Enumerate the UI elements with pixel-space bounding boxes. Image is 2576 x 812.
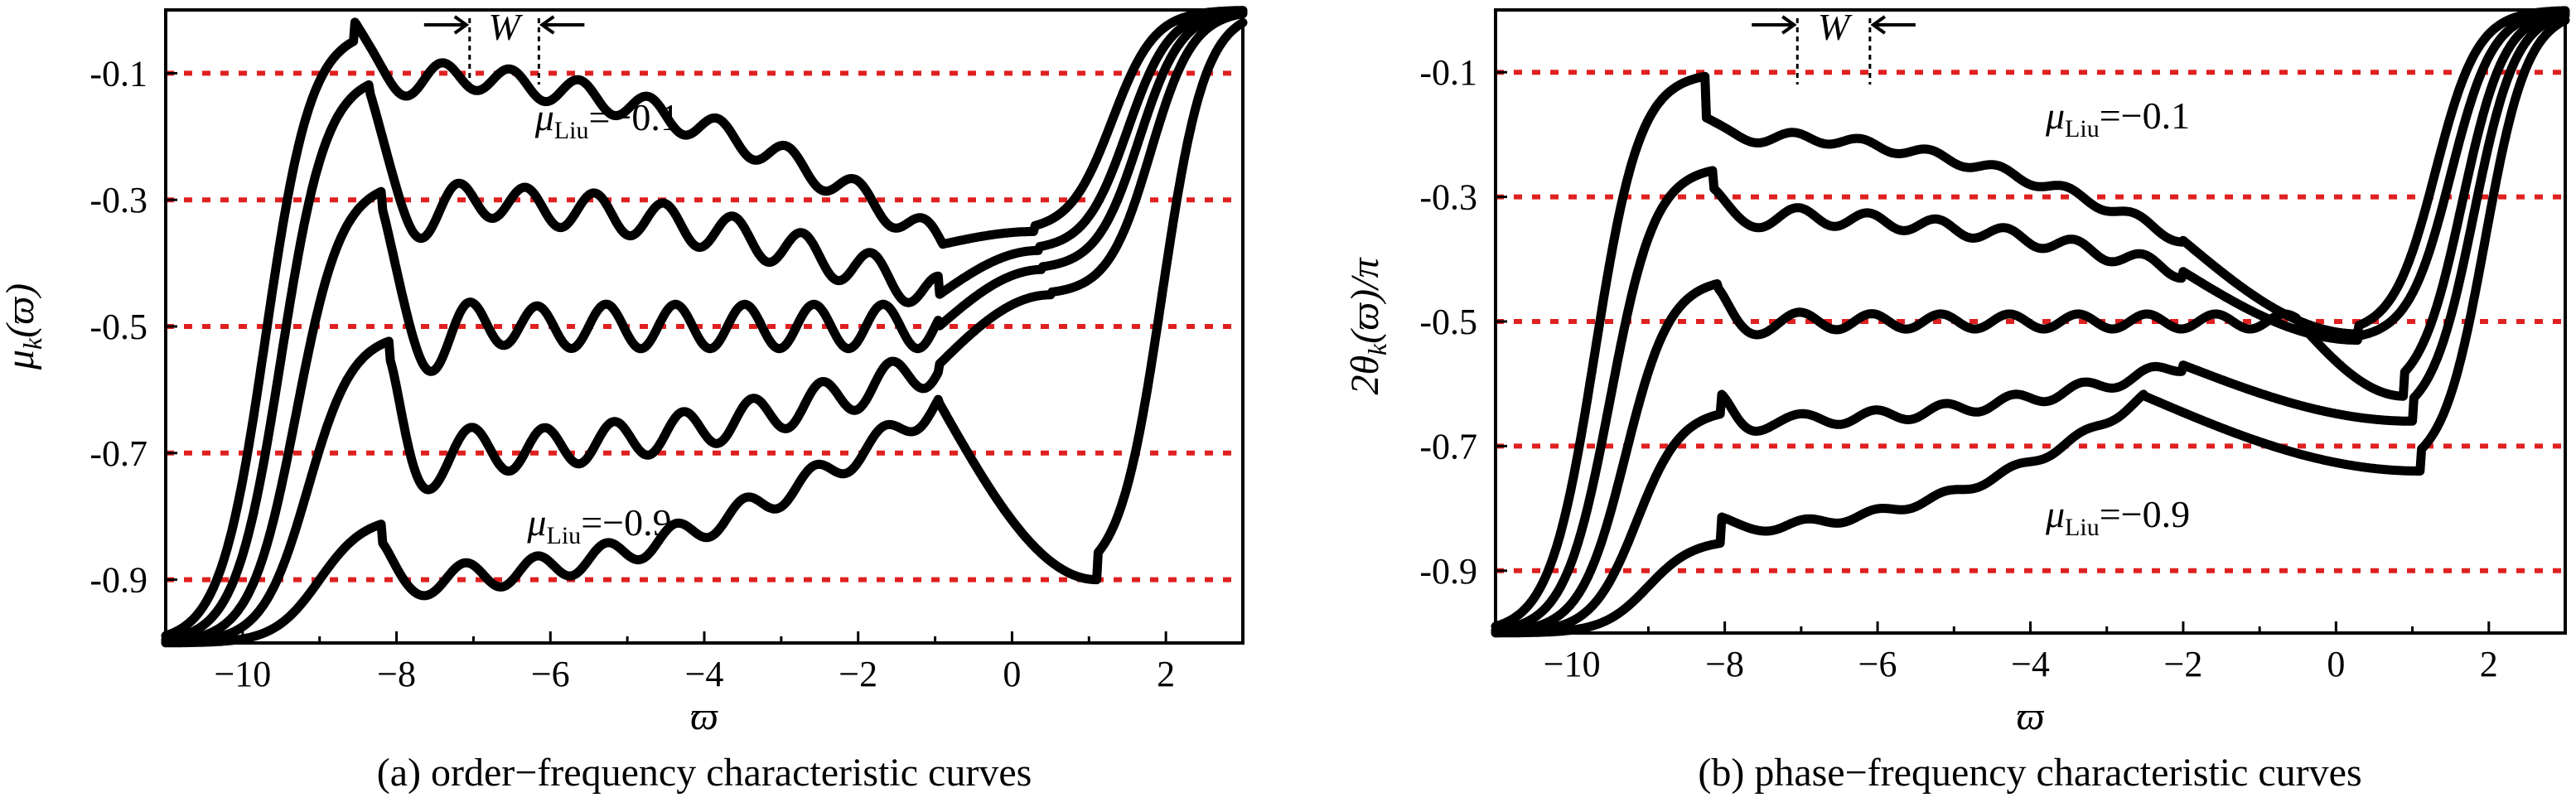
panel-b: −10 −8 −6 −4 −2 0 2 -0.1 -0.3 -0.5 -0.7 -0.9 ϖ 2θk(ϖ)… — [1343, 6, 2570, 795]
curve-series-4 — [1491, 15, 2570, 638]
x-tick-label: −6 — [1858, 644, 1897, 684]
y-tick-label: -0.7 — [1419, 426, 1477, 466]
curve-series-2 — [1491, 8, 2570, 637]
y-tick-label: -0.3 — [89, 180, 147, 220]
y-tick-label: -0.3 — [1419, 177, 1477, 218]
y-tick-label: -0.7 — [89, 433, 147, 474]
y-tick-label: -0.9 — [1419, 551, 1477, 592]
y-tick-label: -0.1 — [1419, 52, 1477, 93]
y-tick-label: -0.5 — [89, 307, 147, 347]
curve-series-3 — [161, 9, 1248, 647]
y-tick-label: -0.9 — [89, 560, 147, 601]
x-tick-label: −8 — [377, 654, 416, 694]
x-tick-label: −4 — [685, 654, 724, 694]
curve-series-1 — [161, 6, 1248, 645]
panel-caption: (b) phase−frequency characteristic curve… — [1698, 751, 2361, 795]
curve-series-1 — [1491, 7, 2570, 636]
x-tick-label: −10 — [1544, 644, 1601, 684]
curve-series-2 — [161, 7, 1248, 646]
panel-a: −10 −8 −6 −4 −2 0 2 -0.1 -0.3 -0.5 -0.7 -0.9 ϖ μk(ϖ) μ… — [0, 6, 1248, 795]
x-tick-label: −8 — [1705, 644, 1744, 684]
curve-series-3 — [1491, 11, 2570, 637]
annotation-bottom: μLiu=−0.9 — [526, 501, 671, 549]
w-marker-right-arrow — [1870, 15, 1916, 35]
w-marker-left-arrow — [423, 15, 470, 35]
y-axis-label: μk(ϖ) — [0, 283, 47, 370]
x-tick-label: −2 — [839, 654, 877, 694]
curve-series-0 — [1491, 6, 2570, 631]
x-tick-label: 2 — [2480, 644, 2498, 684]
x-tick-label: −6 — [531, 654, 570, 694]
x-tick-label: 0 — [1003, 654, 1021, 694]
x-tick-label: −2 — [2164, 644, 2203, 684]
y-tick-label: -0.1 — [89, 53, 147, 94]
x-tick-label: 0 — [2327, 644, 2345, 684]
x-tick-label: −4 — [2011, 644, 2050, 684]
panel-caption: (a) order−frequency characteristic curve… — [377, 751, 1032, 795]
curve-series-0 — [161, 6, 1248, 640]
annotation-top: μLiu=−0.1 — [2045, 94, 2190, 143]
annotation-bottom: μLiu=−0.9 — [2045, 493, 2190, 541]
curve-series-4 — [161, 17, 1248, 648]
w-marker-right-arrow — [539, 15, 585, 35]
w-marker-label: W — [1818, 6, 1853, 48]
y-axis-label: 2θk(ϖ)/π — [1343, 257, 1392, 395]
x-axis-label: ϖ — [690, 694, 718, 738]
y-tick-label: -0.5 — [1419, 302, 1477, 342]
w-marker-left-arrow — [1752, 15, 1797, 35]
x-axis-label: ϖ — [2017, 694, 2045, 738]
x-tick-label: −10 — [214, 654, 271, 694]
annotation-top: μLiu=−0.1 — [534, 96, 679, 144]
x-tick-label: 2 — [1157, 654, 1175, 694]
w-marker-label: W — [488, 6, 523, 48]
